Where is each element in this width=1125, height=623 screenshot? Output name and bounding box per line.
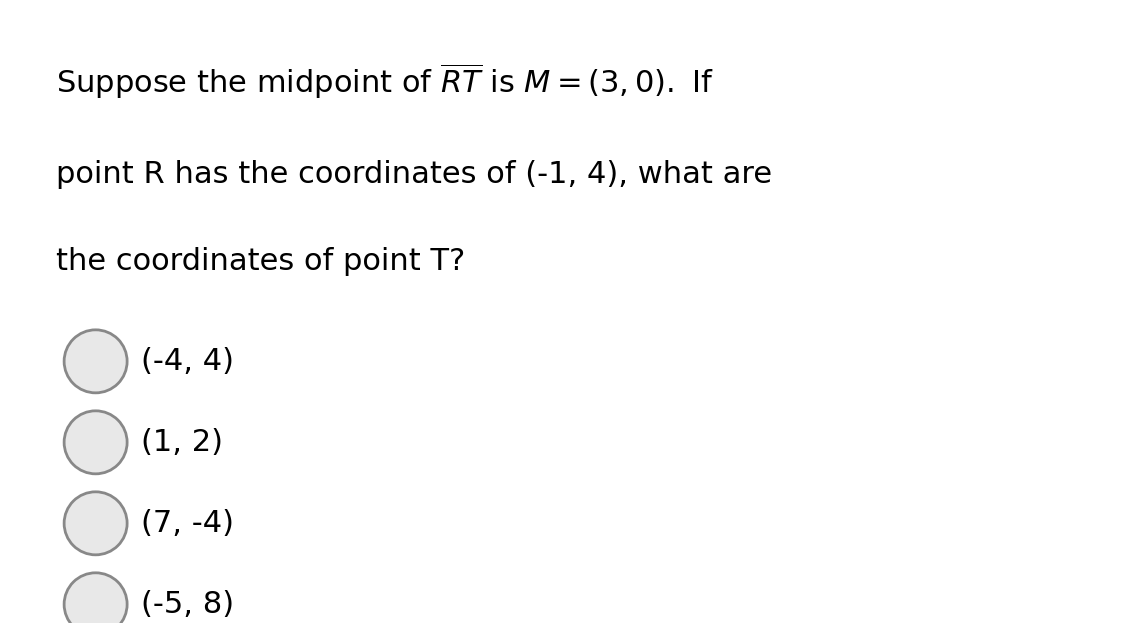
Text: (-5, 8): (-5, 8)	[141, 590, 234, 619]
Text: (-4, 4): (-4, 4)	[141, 347, 234, 376]
Text: (1, 2): (1, 2)	[141, 428, 223, 457]
Text: (7, -4): (7, -4)	[141, 509, 234, 538]
Text: the coordinates of point T?: the coordinates of point T?	[56, 247, 466, 276]
Ellipse shape	[64, 411, 127, 474]
Ellipse shape	[64, 573, 127, 623]
Ellipse shape	[64, 492, 127, 555]
Text: point R has the coordinates of (-1, 4), what are: point R has the coordinates of (-1, 4), …	[56, 160, 773, 189]
Ellipse shape	[64, 330, 127, 393]
Text: Suppose the midpoint of $\overline{RT}$ is $M = (3, 0).$ If: Suppose the midpoint of $\overline{RT}$ …	[56, 61, 714, 101]
